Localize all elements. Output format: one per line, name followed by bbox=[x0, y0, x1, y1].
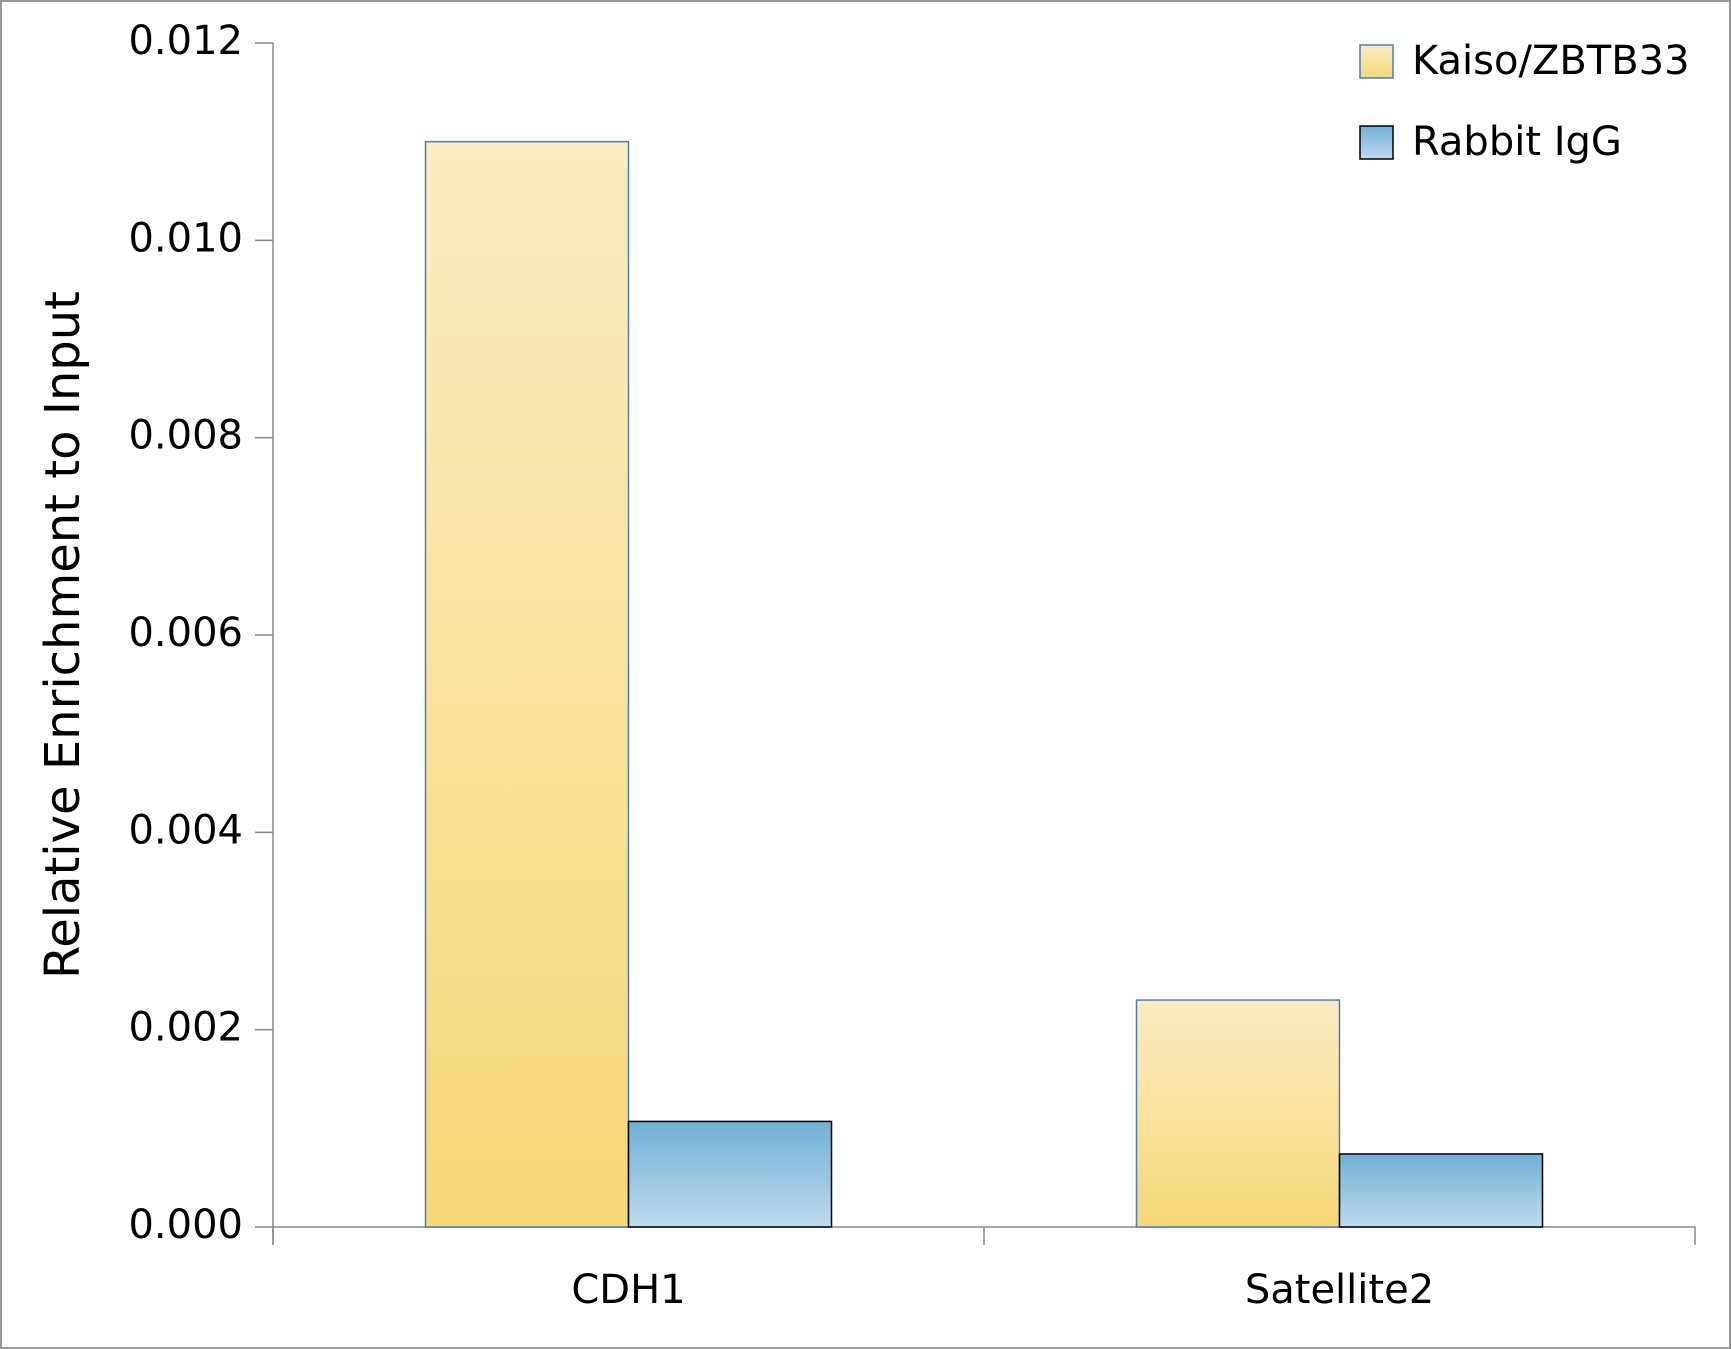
y-axis-label: Relative Enrichment to Input bbox=[35, 291, 91, 979]
legend-label: Kaiso/ZBTB33 bbox=[1412, 38, 1690, 84]
legend-swatch bbox=[1359, 44, 1394, 79]
y-tick-label: 0.004 bbox=[128, 807, 243, 853]
y-tick-label: 0.000 bbox=[128, 1202, 243, 1248]
y-tick-label: 0.010 bbox=[128, 215, 243, 261]
bar bbox=[1135, 999, 1341, 1228]
x-tick-label: Satellite2 bbox=[1245, 1267, 1434, 1313]
y-tick-label: 0.008 bbox=[128, 413, 243, 459]
y-tick-label: 0.012 bbox=[128, 18, 243, 64]
legend-swatch bbox=[1359, 125, 1394, 160]
bar bbox=[1338, 1153, 1544, 1228]
bar bbox=[627, 1120, 833, 1228]
bar bbox=[424, 140, 630, 1228]
legend-label: Rabbit IgG bbox=[1412, 119, 1622, 165]
x-tick-label: CDH1 bbox=[571, 1267, 685, 1313]
y-tick-label: 0.002 bbox=[128, 1005, 243, 1051]
y-tick-label: 0.006 bbox=[128, 610, 243, 656]
